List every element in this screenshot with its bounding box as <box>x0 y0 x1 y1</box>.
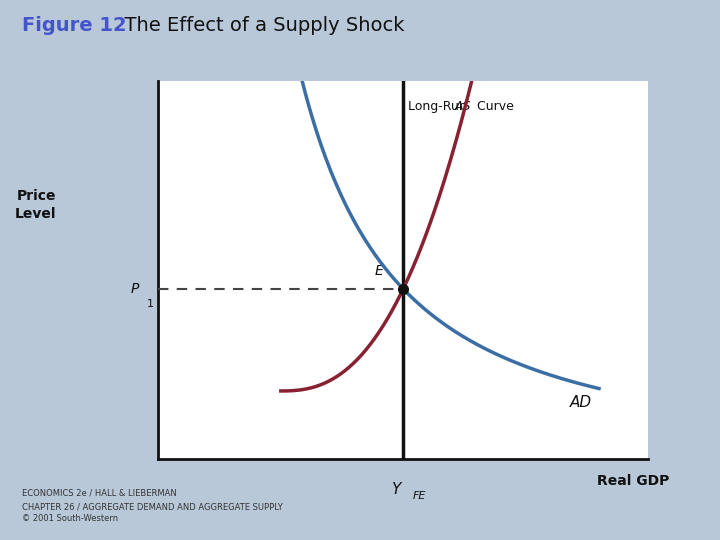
Text: 1: 1 <box>146 299 153 309</box>
Text: Figure 12: Figure 12 <box>22 16 126 35</box>
Text: FE: FE <box>413 491 426 501</box>
Text: CHAPTER 26 / AGGREGATE DEMAND AND AGGREGATE SUPPLY: CHAPTER 26 / AGGREGATE DEMAND AND AGGREG… <box>22 502 282 511</box>
Text: Curve: Curve <box>473 100 513 113</box>
Text: Price
Level: Price Level <box>15 189 57 221</box>
Text: ECONOMICS 2e / HALL & LIEBERMAN: ECONOMICS 2e / HALL & LIEBERMAN <box>22 489 176 498</box>
Text: AD: AD <box>570 395 592 410</box>
Text: AS: AS <box>454 100 471 113</box>
Text: P: P <box>130 282 139 296</box>
Text: Y: Y <box>392 482 401 497</box>
Text: The Effect of a Supply Shock: The Effect of a Supply Shock <box>112 16 404 35</box>
Text: © 2001 South-Western: © 2001 South-Western <box>22 514 118 523</box>
Text: Real GDP: Real GDP <box>597 474 670 488</box>
Text: E: E <box>374 264 383 278</box>
Text: Long-Run: Long-Run <box>408 100 471 113</box>
